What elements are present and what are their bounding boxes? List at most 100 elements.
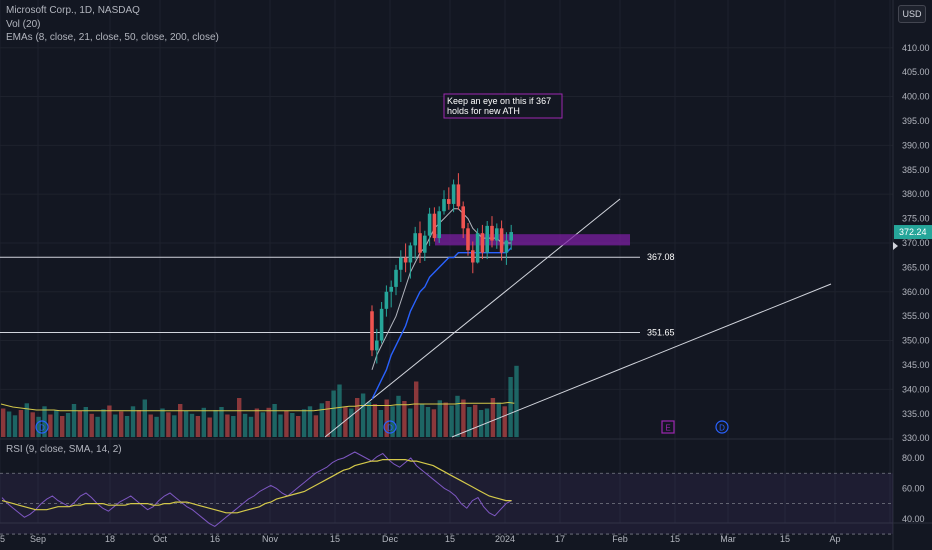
dividend-marker-icon[interactable] xyxy=(35,420,49,434)
candle-body xyxy=(384,291,389,309)
dividend-marker-icon[interactable] xyxy=(715,420,729,434)
candle-body xyxy=(394,269,398,287)
annotation-line-1: Keep an eye on this if 367 xyxy=(447,96,551,106)
price-axis[interactable]: 410.00 405.00 400.00 395.00 390.00 385.00 380.… xyxy=(893,43,932,443)
volume-bar xyxy=(65,413,71,437)
volume-bar xyxy=(24,403,29,438)
candle-body xyxy=(403,257,408,263)
volume-bar xyxy=(325,401,330,437)
time-tick-label: 15 xyxy=(445,534,455,544)
rsi-tick-label: 40.00 xyxy=(902,514,925,524)
candle-body xyxy=(375,340,379,351)
volume-ma-line xyxy=(0,401,515,412)
volume-bar xyxy=(213,410,218,437)
price-tick-label: 400.00 xyxy=(902,92,930,102)
rsi-pane xyxy=(0,451,893,535)
trend-line-lower[interactable] xyxy=(451,283,832,438)
annotation-line-2: holds for new ATH xyxy=(447,106,520,116)
volume-bar xyxy=(12,415,18,438)
ema-legend[interactable]: EMAs (8, close, 21, close, 50, close, 20… xyxy=(6,32,219,43)
volume-bar xyxy=(396,395,401,438)
volume-bar xyxy=(36,416,41,438)
candle-body xyxy=(499,228,504,253)
volume-bar xyxy=(378,410,383,437)
volume-bar xyxy=(18,410,24,437)
volume-bar xyxy=(189,413,195,438)
candle-body xyxy=(442,199,446,212)
volume-bar xyxy=(183,410,189,438)
volume-bar xyxy=(225,414,230,437)
candle-body xyxy=(490,225,494,241)
volume-bar xyxy=(113,414,118,437)
candle-body xyxy=(485,225,489,253)
volume-bar xyxy=(95,416,100,438)
price-tick-label: 360.00 xyxy=(902,287,930,297)
candle-body xyxy=(413,233,417,246)
candle-body xyxy=(471,250,475,263)
annotation-box[interactable]: Keep an eye on this if 367 holds for new… xyxy=(443,93,563,119)
rsi-axis[interactable]: 80.00 60.00 40.00 xyxy=(902,453,925,524)
volume-bar xyxy=(231,416,236,437)
horizontal-levels[interactable]: 367.08 351.65 xyxy=(0,252,675,338)
support-zone[interactable] xyxy=(435,234,630,246)
event-marker-label: D xyxy=(39,424,45,433)
time-tick-label: 15 xyxy=(0,534,5,544)
volume-bar xyxy=(408,408,413,437)
candle-body xyxy=(466,228,470,251)
time-tick-label: Nov xyxy=(262,534,279,544)
current-price-tag[interactable] xyxy=(894,225,932,240)
currency-button[interactable]: USD xyxy=(898,5,926,23)
level-label-1: 351.65 xyxy=(647,328,675,338)
volume-bar xyxy=(425,407,431,437)
price-tick-label: 330.00 xyxy=(902,433,930,443)
volume-bar xyxy=(107,405,112,437)
candle-body xyxy=(509,232,513,241)
price-tick-label: 410.00 xyxy=(902,43,930,53)
volume-bar xyxy=(290,413,295,437)
level-label-0: 367.08 xyxy=(647,252,675,262)
price-tick-label: 370.00 xyxy=(902,238,930,248)
volume-bar xyxy=(419,404,425,437)
volume-bar xyxy=(431,409,437,438)
time-tick-label: 16 xyxy=(210,534,220,544)
volume-bars xyxy=(1,365,519,438)
volume-bar xyxy=(514,365,519,438)
volume-bar xyxy=(172,415,177,438)
symbol-title[interactable]: Microsoft Corp., 1D, NASDAQ xyxy=(6,5,140,16)
volume-bar xyxy=(284,410,289,438)
time-axis[interactable]: 15 Sep 18 Oct 16 Nov 15 Dec 15 2024 17 Feb 15 Mar 15 Ap xyxy=(0,534,841,544)
dividend-marker-icon[interactable] xyxy=(383,420,397,434)
volume-bar xyxy=(337,384,342,437)
earnings-marker-icon[interactable] xyxy=(661,420,675,434)
time-tick-label: 15 xyxy=(780,534,790,544)
volume-bar xyxy=(201,407,206,438)
time-tick-label: Sep xyxy=(30,534,46,544)
volume-bar xyxy=(1,408,6,437)
volume-bar xyxy=(372,404,378,437)
candle-body xyxy=(504,240,509,253)
volume-bar xyxy=(343,407,348,437)
price-scale-arrow-icon[interactable] xyxy=(893,242,898,250)
rsi-legend[interactable]: RSI (9, close, SMA, 14, 2) xyxy=(6,444,122,455)
volume-legend[interactable]: Vol (20) xyxy=(6,19,41,30)
volume-bar xyxy=(101,409,106,438)
volume-bar xyxy=(508,377,513,437)
volume-bar xyxy=(331,390,336,437)
volume-bar xyxy=(124,416,130,437)
volume-bar xyxy=(319,403,324,438)
volume-bar xyxy=(467,407,472,437)
volume-bar xyxy=(136,410,142,437)
volume-bar xyxy=(60,416,65,437)
volume-bar xyxy=(478,410,484,437)
volume-bar xyxy=(71,404,77,437)
time-tick-label: Ap xyxy=(829,534,840,544)
candle-body xyxy=(379,308,384,341)
price-tick-label: 335.00 xyxy=(902,409,930,419)
time-tick-label: 2024 xyxy=(495,534,515,544)
volume-bar xyxy=(77,410,83,438)
candle-body xyxy=(437,211,441,239)
candle-body xyxy=(432,213,437,239)
